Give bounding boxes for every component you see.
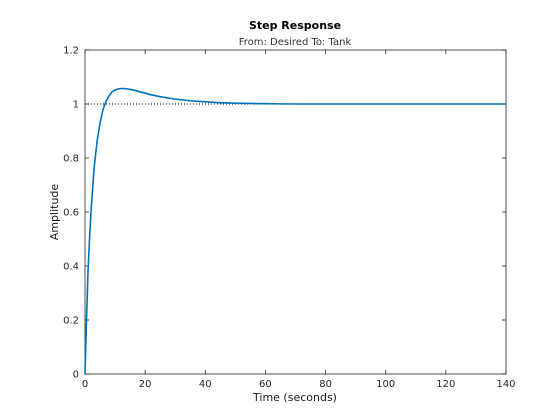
x-tick-label: 20	[139, 379, 152, 390]
x-axis: 0 20 40 60 80 100 120 140	[82, 50, 516, 390]
y-tick-label: 0.8	[63, 154, 79, 165]
x-tick-label: 0	[82, 379, 88, 390]
y-tick-label: 1	[73, 100, 79, 111]
y-tick-label: 0.2	[63, 316, 79, 327]
x-tick-label: 60	[259, 379, 272, 390]
y-tick-label: 0	[73, 370, 79, 381]
x-tick-label: 140	[496, 379, 515, 390]
y-tick-label: 1.2	[63, 46, 79, 57]
y-axis-label: Amplitude	[48, 184, 61, 241]
plot-area	[84, 49, 507, 375]
chart-subtitle: From: Desired To: Tank	[239, 37, 352, 48]
x-tick-label: 40	[199, 379, 212, 390]
y-tick-label: 0.4	[63, 262, 79, 273]
x-axis-label: Time (seconds)	[252, 391, 337, 404]
chart-title: Step Response	[249, 19, 341, 32]
x-tick-label: 80	[319, 379, 332, 390]
y-axis: 0 0.2 0.4 0.6 0.8 1 1.2	[63, 46, 506, 381]
x-tick-label: 120	[436, 379, 455, 390]
y-tick-label: 0.6	[63, 208, 79, 219]
x-tick-label: 100	[376, 379, 395, 390]
step-response-line	[84, 87, 506, 375]
